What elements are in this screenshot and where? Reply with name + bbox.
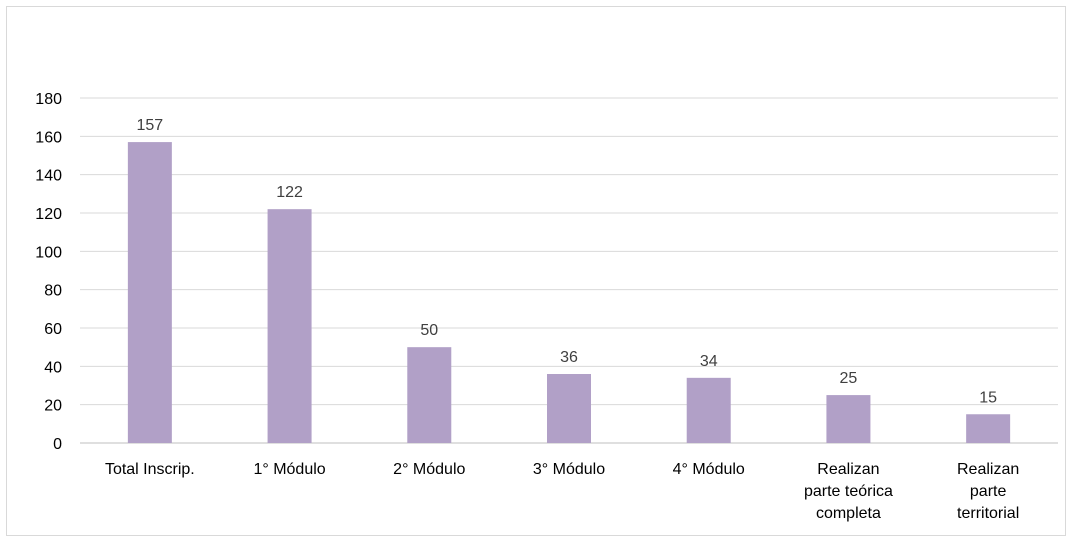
y-tick-label: 0 (53, 436, 62, 453)
x-axis-category-labels: Total Inscrip. 1° Módulo 2° Módulo 3° Módul… (105, 461, 1019, 522)
x-category-label: Total Inscrip. (105, 461, 195, 478)
data-label: 122 (276, 184, 303, 201)
y-tick-label: 80 (44, 283, 62, 300)
bar (826, 395, 871, 443)
x-category-label: 1° Módulo (253, 461, 325, 478)
data-label: 50 (420, 322, 438, 339)
y-tick-label: 20 (44, 398, 62, 415)
data-label: 36 (560, 349, 578, 366)
x-category-label: 3° Módulo (533, 461, 605, 478)
gridlines (80, 97, 1058, 444)
chart-frame (6, 6, 1066, 536)
bar (686, 377, 731, 443)
x-category-label: 4° Módulo (673, 461, 745, 478)
y-tick-label: 40 (44, 359, 62, 376)
data-label: 15 (979, 389, 997, 406)
y-tick-label: 140 (35, 168, 62, 185)
y-tick-label: 60 (44, 321, 62, 338)
y-axis-tick-labels: 0 20 40 60 80 100 120 140 160 180 (35, 91, 62, 453)
data-label: 157 (137, 117, 164, 134)
bar (407, 347, 452, 443)
bar (267, 209, 312, 443)
x-category-label: Realizan parte teórica completa (804, 461, 893, 522)
x-category-label: Realizan parte territorial (957, 461, 1019, 522)
bar (127, 142, 172, 444)
data-label: 34 (700, 353, 718, 370)
data-labels: 157 122 50 36 34 25 15 (137, 117, 998, 406)
bar (547, 374, 591, 443)
y-tick-label: 180 (35, 91, 62, 108)
y-tick-label: 100 (35, 244, 62, 261)
bars (127, 142, 1011, 444)
y-tick-label: 120 (35, 206, 62, 223)
y-tick-label: 160 (35, 129, 62, 146)
x-category-label: 2° Módulo (393, 461, 465, 478)
data-label: 25 (840, 370, 858, 387)
bar (966, 414, 1011, 443)
